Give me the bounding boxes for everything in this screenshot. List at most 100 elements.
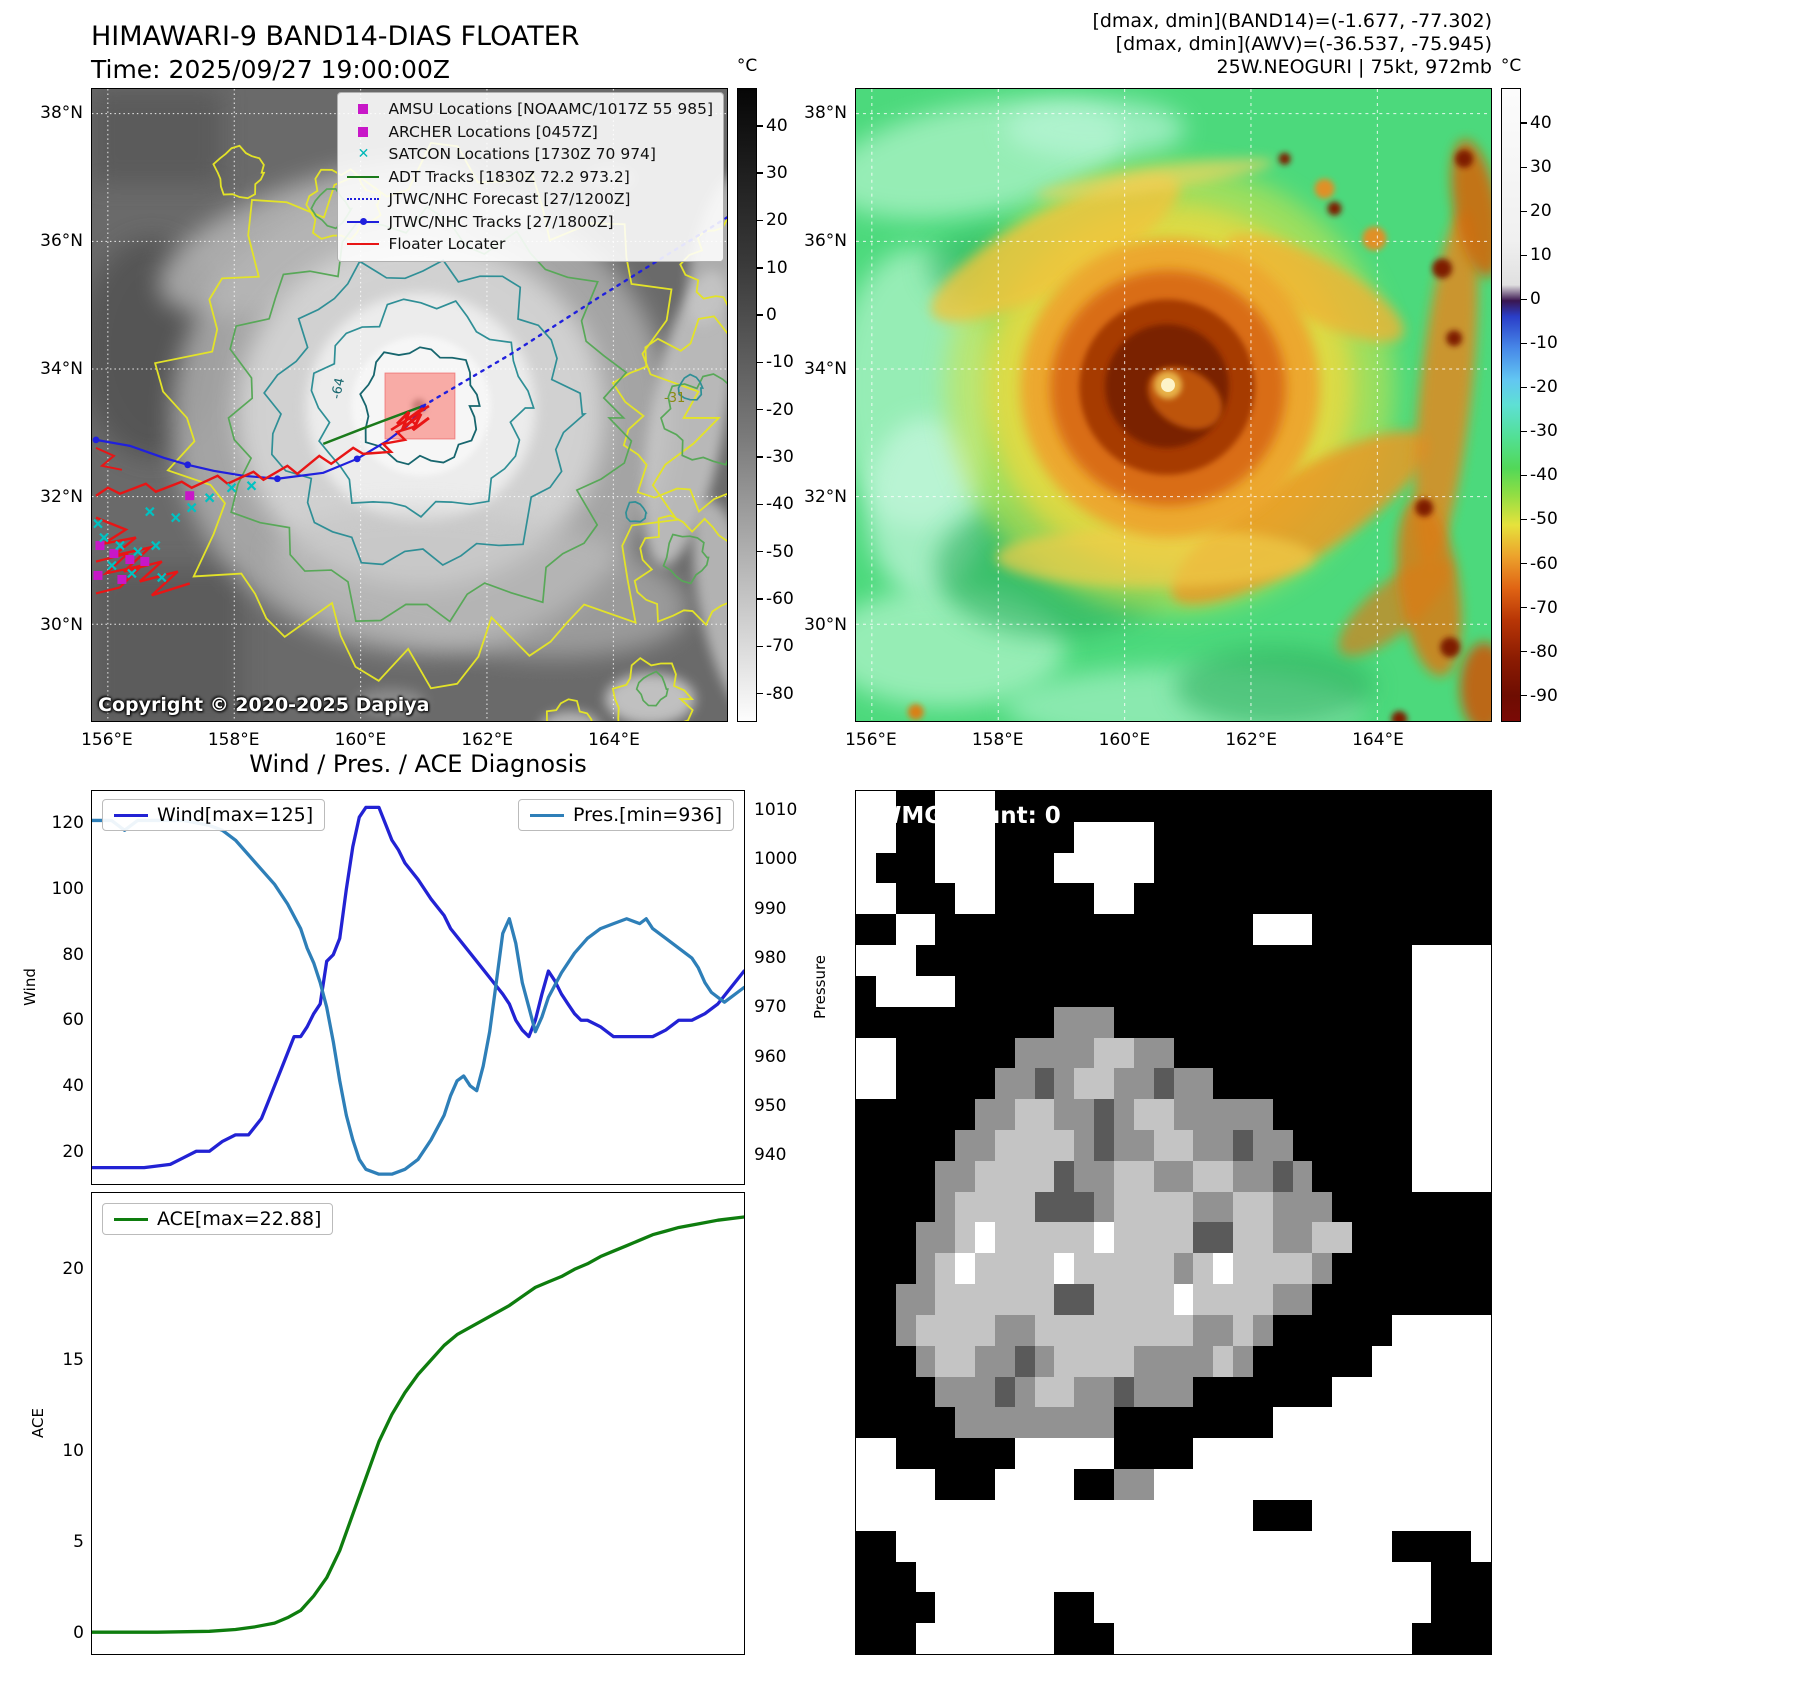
wmg-cell xyxy=(1431,1469,1452,1500)
wmg-cell xyxy=(1074,1530,1095,1562)
wind-legend-label: Wind[max=125] xyxy=(157,804,314,826)
wmg-cell xyxy=(975,1345,995,1377)
wmg-cell xyxy=(955,1037,976,1069)
panel_awv-ytick: 34°N xyxy=(804,358,847,379)
wmg-cell xyxy=(915,914,936,946)
wmg-cell xyxy=(1292,1469,1313,1500)
wmg-cell xyxy=(975,1253,995,1285)
wmg-cell xyxy=(1451,1284,1472,1315)
wmg-cell xyxy=(1094,1592,1114,1624)
wmg-cell xyxy=(1411,1438,1432,1470)
wmg-cell xyxy=(1113,945,1134,976)
wmg-cell xyxy=(1094,914,1114,946)
wmg-cell xyxy=(856,1284,876,1315)
wmg-cell xyxy=(975,1376,995,1408)
wmg-cell xyxy=(1292,975,1313,1007)
wmg-cell xyxy=(1233,1284,1253,1315)
wmg-cell xyxy=(1252,1253,1273,1285)
wmg-cell xyxy=(1233,975,1253,1007)
wmg-cell xyxy=(1292,1438,1313,1470)
wmg-cell xyxy=(994,1499,1015,1531)
wmg-cell xyxy=(875,1592,896,1624)
wmg-cell xyxy=(1272,791,1293,822)
wmg-cell xyxy=(1252,1592,1273,1624)
wmg-cell xyxy=(856,1191,876,1223)
panel_ir-cbar-ticklabel: -20 xyxy=(766,399,794,420)
wmg-cell xyxy=(1173,1623,1194,1654)
wmg-cell xyxy=(1193,1006,1214,1038)
wmg-cell xyxy=(1272,1099,1293,1131)
wmg-cell xyxy=(1014,821,1035,853)
wmg-cell xyxy=(1233,1592,1253,1624)
wmg-cell xyxy=(1014,883,1035,915)
wmg-cell xyxy=(1014,1099,1035,1131)
wmg-cell xyxy=(1292,1253,1313,1285)
wmg-cell xyxy=(1272,1222,1293,1254)
wmg-cell xyxy=(1371,1253,1392,1285)
ace-ytick: 15 xyxy=(62,1349,84,1370)
wmg-cell xyxy=(1451,1130,1472,1161)
wmg-cell xyxy=(1272,1068,1293,1100)
wmg-cell xyxy=(1411,1530,1432,1562)
panel_ir-cbar-tickmark xyxy=(757,456,763,458)
wmg-cell xyxy=(955,1469,976,1500)
wmg-cell xyxy=(1113,1160,1134,1192)
wmg-cell xyxy=(1193,1191,1214,1223)
wmg-cell xyxy=(1431,1376,1452,1408)
panel_awv-cbar-ticklabel: -50 xyxy=(1530,509,1558,530)
wmg-cell xyxy=(1471,1345,1491,1377)
panel_awv-cbar-tickmark xyxy=(1521,518,1527,521)
wmg-cell xyxy=(1332,1099,1353,1131)
wmg-cell xyxy=(1133,883,1154,915)
wmg-cell xyxy=(1411,1561,1432,1593)
panel_ir-cbar-ticklabel: -70 xyxy=(766,636,794,657)
wmg-cell xyxy=(1133,1037,1154,1069)
wmg-cell xyxy=(915,1222,936,1254)
wmg-cell xyxy=(856,821,876,853)
wmg-cell xyxy=(1451,1376,1472,1408)
wmg-cell xyxy=(1133,821,1154,853)
wmg-cell xyxy=(1411,1592,1432,1624)
wmg-cell xyxy=(1352,1160,1372,1192)
panel_ir-cbar-ticklabel: 30 xyxy=(766,163,788,184)
panel_awv-cbar-tickmark xyxy=(1521,210,1527,213)
wmg-cell xyxy=(1451,852,1472,884)
wmg-cell xyxy=(1252,1099,1273,1131)
panel_ir-cbar-ticklabel: -50 xyxy=(766,541,794,562)
wmg-cell xyxy=(1014,1469,1035,1500)
wmg-cell xyxy=(1153,1469,1174,1500)
wmg-cell xyxy=(915,791,936,822)
wmg-cell xyxy=(875,1130,896,1161)
wmg-cell xyxy=(1133,1469,1154,1500)
wmg-cell xyxy=(1113,975,1134,1007)
wmg-cell xyxy=(935,852,956,884)
wmg-cell xyxy=(856,1037,876,1069)
wmg-cell xyxy=(1431,1160,1452,1192)
panel_awv-cbar-ticklabel: -80 xyxy=(1530,641,1558,662)
wmg-cell xyxy=(856,1099,876,1131)
wmg-cell xyxy=(1213,1099,1234,1131)
wmg-cell xyxy=(1153,1499,1174,1531)
wmg-cell xyxy=(955,1407,976,1439)
wmg-cell xyxy=(915,975,936,1007)
wmg-cell xyxy=(1213,821,1234,853)
wmg-cell xyxy=(1451,1222,1472,1254)
wmg-cell xyxy=(1054,1407,1075,1439)
wmg-cell xyxy=(1451,1499,1472,1531)
wmg-cell xyxy=(1113,1314,1134,1346)
wmg-cell xyxy=(1411,1099,1432,1131)
wmg-cell xyxy=(1153,883,1174,915)
wmg-cell xyxy=(1471,1006,1491,1038)
wmg-cell xyxy=(935,1530,956,1562)
wmg-cell xyxy=(1034,1191,1055,1223)
wmg-cell xyxy=(1213,1345,1234,1377)
wmg-cell xyxy=(1153,914,1174,946)
wmg-cell xyxy=(1252,1222,1273,1254)
pressure-ytick: 940 xyxy=(754,1145,787,1166)
panel_ir-cbar-tickmark xyxy=(757,503,763,506)
wmg-cell xyxy=(975,1499,995,1531)
wmg-cell xyxy=(1272,975,1293,1007)
wmg-cell xyxy=(1371,1130,1392,1161)
wmg-cell xyxy=(856,883,876,915)
wmg-cell xyxy=(1411,1623,1432,1654)
